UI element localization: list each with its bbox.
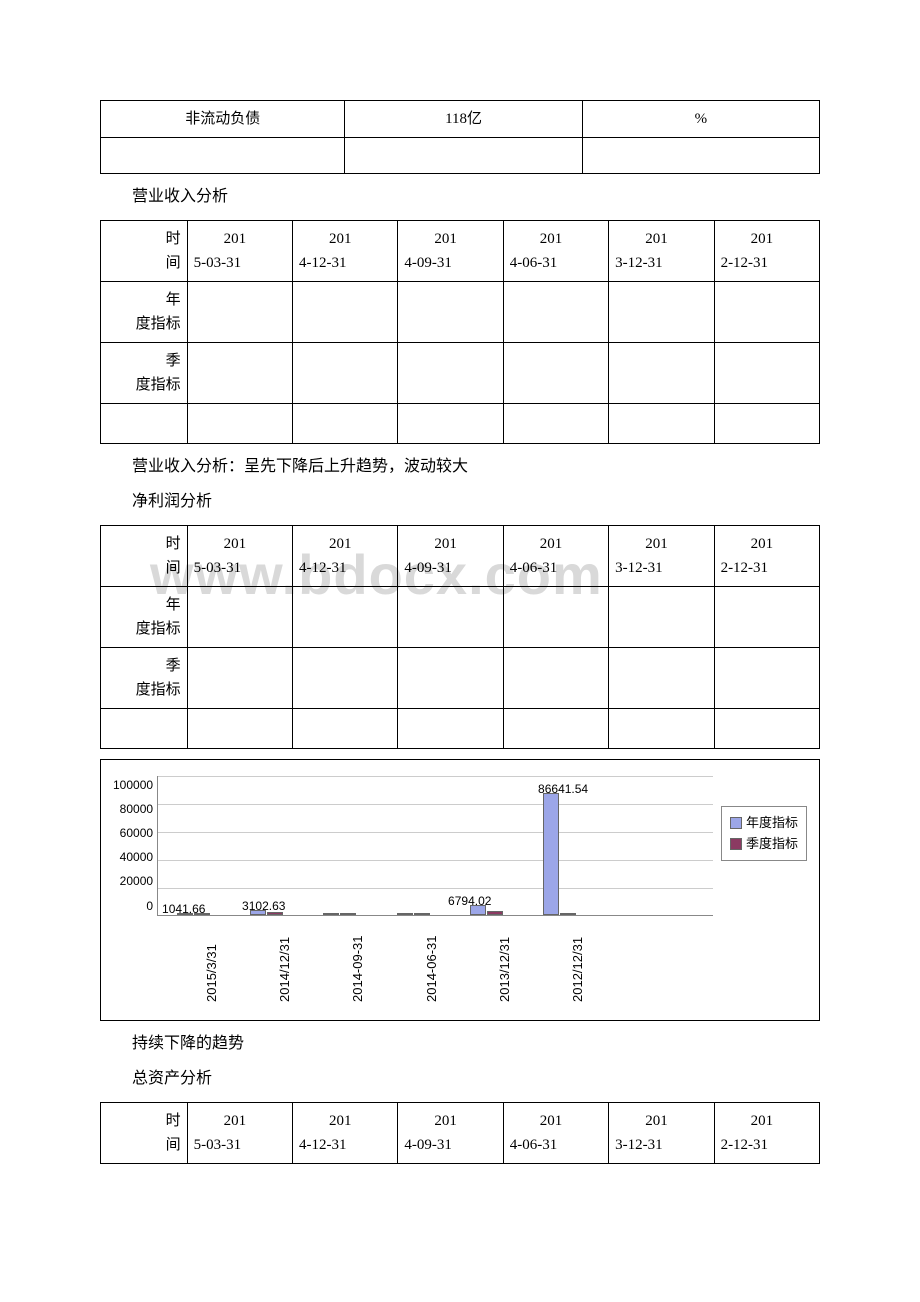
date-cell: 2015-03-31 (187, 1102, 292, 1163)
date-cell: 2012-12-31 (714, 220, 819, 281)
liabilities-table: 非流动负债 118亿 % (100, 100, 820, 174)
assets-table: 时间 2015-03-31 2014-12-31 2014-09-31 2014… (100, 1102, 820, 1164)
legend-label: 季度指标 (746, 834, 798, 855)
ytick: 80000 (120, 800, 153, 819)
bar-value-label: 86641.54 (538, 780, 588, 799)
bar (560, 913, 576, 915)
row-label: 时间 (101, 525, 188, 586)
bar-group (397, 913, 433, 915)
bar (414, 913, 430, 915)
chart-y-axis: 100000 80000 60000 40000 20000 0 (113, 776, 157, 916)
x-tick-label: 2015/3/31 (202, 944, 223, 1002)
row-label: 年度指标 (101, 586, 188, 647)
date-cell: 2014-09-31 (398, 525, 503, 586)
cell-label: 非流动负债 (101, 101, 345, 138)
date-cell: 2015-03-31 (187, 525, 292, 586)
x-tick-label: 2014/12/31 (275, 937, 296, 1002)
chart-legend: 年度指标 季度指标 (721, 806, 807, 862)
section-title-revenue: 营业收入分析 (100, 184, 820, 210)
date-cell: 2013-12-31 (609, 220, 714, 281)
bar-value-label: 3102.63 (242, 897, 285, 916)
bar (543, 793, 559, 914)
bar (340, 913, 356, 915)
bar (323, 913, 339, 915)
date-cell: 2015-03-31 (187, 220, 292, 281)
row-label: 季度指标 (101, 647, 188, 708)
x-tick-label: 2012/12/31 (568, 937, 589, 1002)
legend-item: 季度指标 (730, 834, 798, 855)
profit-chart: 100000 80000 60000 40000 20000 0 1041.66… (100, 759, 820, 1021)
cell-value: 118亿 (345, 101, 582, 138)
cell-pct: % (582, 101, 819, 138)
ytick: 20000 (120, 872, 153, 891)
cell-empty (582, 138, 819, 174)
revenue-analysis-text: 营业收入分析：呈先下降后上升趋势，波动较大 (100, 454, 820, 480)
date-cell: 2014-06-31 (503, 1102, 608, 1163)
date-cell: 2014-12-31 (293, 220, 398, 281)
cell-empty (101, 138, 345, 174)
date-cell: 2014-12-31 (293, 525, 398, 586)
date-cell: 2012-12-31 (714, 525, 819, 586)
chart-x-axis: 2015/3/31 2014/12/31 2014-09-31 2014-06-31 2… (161, 922, 601, 1012)
ytick: 0 (146, 897, 153, 916)
revenue-table: 时间 2015-03-31 2014-12-31 2014-09-31 2014… (100, 220, 820, 444)
row-label: 季度指标 (101, 342, 188, 403)
bar (397, 913, 413, 915)
x-tick-label: 2014-09-31 (348, 935, 369, 1002)
x-tick-label: 2013/12/31 (495, 937, 516, 1002)
ytick: 100000 (113, 776, 153, 795)
ytick: 60000 (120, 824, 153, 843)
legend-label: 年度指标 (746, 813, 798, 834)
section-title-profit: 净利润分析 (100, 489, 820, 515)
legend-item: 年度指标 (730, 813, 798, 834)
date-cell: 2013-12-31 (609, 1102, 714, 1163)
date-cell: 2014-06-31 (503, 220, 608, 281)
chart-plot-area: 1041.66 3102.63 6794.02 86641.54 (157, 776, 713, 916)
legend-swatch (730, 817, 742, 829)
section-title-assets: 总资产分析 (100, 1066, 820, 1092)
bar-value-label: 1041.66 (162, 900, 205, 919)
date-cell: 2014-09-31 (398, 1102, 503, 1163)
ytick: 40000 (120, 848, 153, 867)
legend-swatch (730, 838, 742, 850)
date-cell: 2013-12-31 (609, 525, 714, 586)
date-cell: 2014-06-31 (503, 525, 608, 586)
x-tick-label: 2014-06-31 (422, 935, 443, 1002)
bar-value-label: 6794.02 (448, 892, 491, 911)
date-cell: 2012-12-31 (714, 1102, 819, 1163)
bar-group (543, 793, 579, 914)
row-label: 时间 (101, 220, 188, 281)
date-cell: 2014-09-31 (398, 220, 503, 281)
profit-table: 时间 2015-03-31 2014-12-31 2014-09-31 2014… (100, 525, 820, 749)
row-label: 年度指标 (101, 281, 188, 342)
cell-empty (345, 138, 582, 174)
bar-group (323, 913, 359, 915)
row-label: 时间 (101, 1102, 188, 1163)
trend-text: 持续下降的趋势 (100, 1031, 820, 1057)
date-cell: 2014-12-31 (293, 1102, 398, 1163)
